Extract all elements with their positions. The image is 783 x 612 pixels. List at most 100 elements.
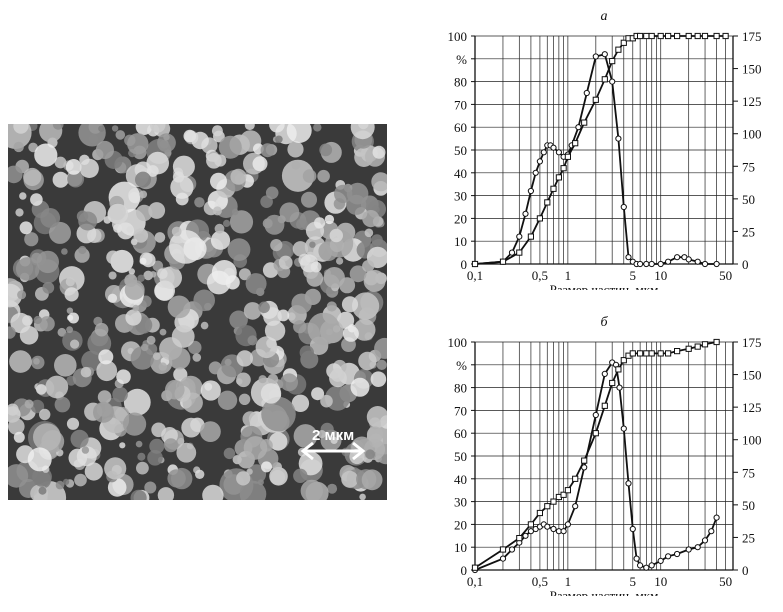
x-axis-label: Размер частиц, мкм bbox=[550, 282, 659, 290]
particle bbox=[157, 487, 175, 500]
particle bbox=[147, 450, 163, 466]
particle bbox=[67, 170, 85, 188]
scale-bar: 2 мкм bbox=[300, 427, 366, 461]
particle bbox=[125, 309, 142, 326]
particle bbox=[191, 131, 209, 150]
particle bbox=[66, 307, 74, 314]
y2-tick-label: 75 bbox=[742, 465, 755, 480]
particle bbox=[31, 252, 42, 264]
data-point-cumulative bbox=[536, 215, 544, 222]
particle bbox=[42, 281, 55, 294]
particle bbox=[260, 383, 282, 404]
particle bbox=[265, 186, 279, 200]
particle bbox=[84, 462, 103, 481]
particle bbox=[210, 230, 231, 250]
data-point-frequency bbox=[516, 233, 523, 240]
particle bbox=[55, 480, 65, 490]
data-point-frequency bbox=[674, 550, 681, 558]
data-point-frequency bbox=[665, 258, 672, 265]
particle bbox=[258, 301, 270, 314]
particle bbox=[123, 388, 151, 416]
particle bbox=[175, 192, 189, 206]
particle bbox=[278, 255, 293, 270]
data-point-cumulative bbox=[657, 350, 664, 357]
particle bbox=[243, 436, 268, 460]
data-point-frequency bbox=[592, 53, 599, 60]
particle bbox=[158, 362, 167, 371]
scale-bar-arrow-left bbox=[300, 441, 314, 461]
particle bbox=[245, 273, 267, 295]
particle bbox=[291, 293, 312, 314]
y-tick-label: 10 bbox=[454, 540, 467, 555]
y2-tick-label: 0 bbox=[742, 563, 749, 578]
data-point-cumulative bbox=[674, 32, 681, 40]
particle bbox=[320, 394, 333, 408]
particle bbox=[229, 310, 248, 330]
particle bbox=[371, 234, 383, 246]
particle bbox=[214, 223, 225, 234]
x-tick-label: 5 bbox=[630, 268, 637, 283]
particle bbox=[132, 304, 140, 312]
data-point-cumulative bbox=[665, 32, 672, 40]
scale-bar-label: 2 мкм bbox=[312, 427, 354, 444]
particle bbox=[15, 257, 40, 281]
series-cumulative bbox=[471, 338, 720, 571]
particle bbox=[181, 417, 202, 438]
particle bbox=[269, 124, 285, 133]
data-point-frequency bbox=[616, 384, 623, 391]
y2-tick-label: 50 bbox=[742, 192, 755, 207]
particle bbox=[358, 351, 377, 371]
particle bbox=[81, 446, 90, 454]
data-point-cumulative bbox=[560, 165, 567, 172]
particle bbox=[39, 408, 51, 421]
data-point-frequency bbox=[643, 260, 650, 268]
data-point-cumulative bbox=[637, 32, 644, 40]
data-point-frequency bbox=[601, 51, 608, 58]
y-tick-label: 60 bbox=[454, 426, 467, 441]
particle bbox=[238, 393, 251, 405]
scale-bar-arrow-right bbox=[352, 441, 366, 461]
particle bbox=[17, 290, 27, 300]
particle bbox=[330, 368, 345, 382]
particle bbox=[319, 143, 333, 157]
data-point-frequency bbox=[620, 203, 627, 211]
data-point-cumulative bbox=[601, 402, 608, 409]
particle bbox=[334, 184, 353, 204]
chart-title: б bbox=[600, 315, 608, 330]
particle bbox=[146, 335, 156, 345]
x-tick-label: 50 bbox=[719, 268, 732, 283]
y-tick-label: 0 bbox=[461, 257, 468, 272]
particle bbox=[261, 396, 296, 432]
data-point-cumulative bbox=[674, 348, 681, 355]
particle bbox=[54, 396, 71, 413]
particle bbox=[30, 399, 45, 414]
y-tick-label: 0 bbox=[461, 563, 468, 578]
data-point-cumulative bbox=[527, 521, 535, 528]
particle bbox=[35, 492, 48, 500]
y2-tick-label: 125 bbox=[742, 94, 762, 109]
data-point-frequency bbox=[527, 528, 535, 535]
x-axis-label: Размер частиц, мкм bbox=[550, 588, 659, 596]
particle bbox=[214, 154, 227, 167]
particle bbox=[302, 169, 317, 183]
particle bbox=[63, 478, 70, 485]
data-point-frequency bbox=[713, 514, 720, 521]
data-point-frequency bbox=[701, 537, 709, 544]
particle bbox=[135, 440, 143, 448]
particle bbox=[293, 320, 307, 334]
particle bbox=[293, 468, 308, 483]
particle bbox=[362, 210, 380, 228]
particle bbox=[149, 271, 157, 278]
particle bbox=[33, 358, 40, 365]
particle bbox=[252, 156, 268, 172]
particle bbox=[230, 168, 247, 185]
particle bbox=[68, 448, 88, 468]
particle bbox=[167, 295, 191, 319]
particle bbox=[15, 208, 24, 217]
data-point-frequency bbox=[643, 564, 650, 571]
data-point-cumulative bbox=[648, 350, 655, 357]
particle bbox=[275, 135, 283, 144]
particle bbox=[54, 354, 77, 377]
particle bbox=[66, 326, 73, 334]
particle bbox=[30, 193, 43, 206]
